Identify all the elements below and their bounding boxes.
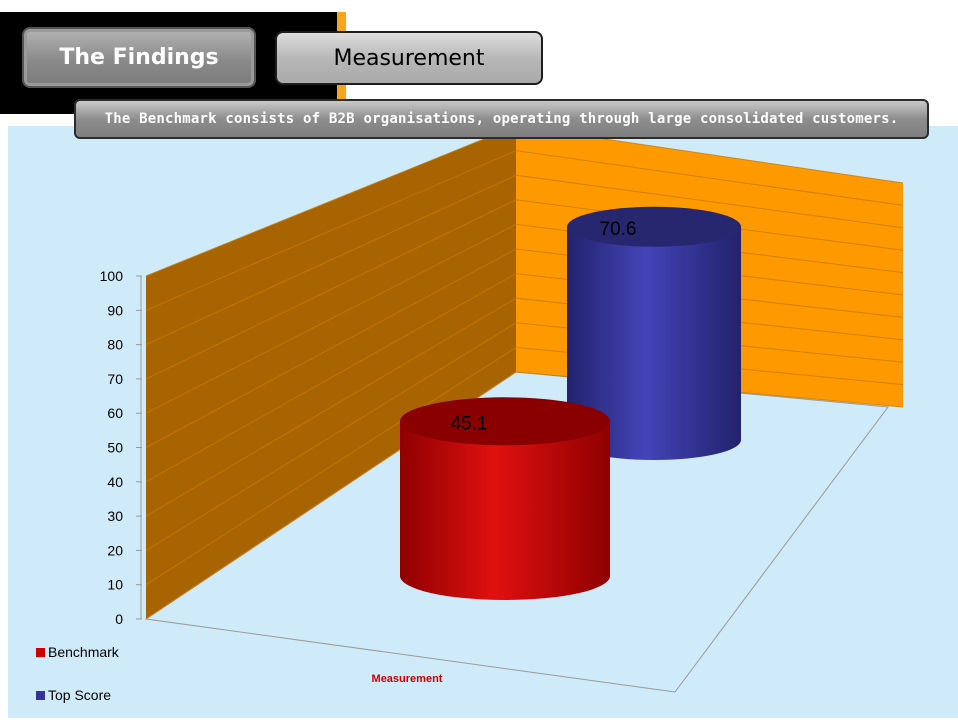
legend-swatch-top-score xyxy=(36,690,45,700)
gridline-20 xyxy=(145,322,904,551)
gridline-70 xyxy=(145,199,904,380)
gridline-0 xyxy=(145,371,904,620)
y-tick-label-10: 10 xyxy=(107,577,123,593)
y-tick-label-30: 30 xyxy=(107,508,123,524)
legend-item-benchmark: Benchmark xyxy=(36,644,119,660)
tab-the-findings[interactable]: The Findings xyxy=(22,27,256,88)
y-tick-label-20: 20 xyxy=(107,542,123,558)
gridline-60 xyxy=(145,223,904,414)
bar-top-score-top xyxy=(567,206,741,247)
y-tick-label-60: 60 xyxy=(107,405,123,421)
bar-top-score: 70.6 xyxy=(567,206,741,460)
tab-the-findings-label: The Findings xyxy=(59,45,219,70)
y-tick-label-80: 80 xyxy=(107,337,123,353)
y-tick-label-0: 0 xyxy=(115,611,123,627)
bar-benchmark-body xyxy=(400,421,610,600)
gridline-100 xyxy=(145,126,904,277)
x-category-label: Measurement xyxy=(372,673,443,685)
data-label-top-score: 70.6 xyxy=(600,219,637,240)
tab-measurement[interactable]: Measurement xyxy=(275,31,543,85)
bar-benchmark-top xyxy=(400,397,610,446)
gridline-30 xyxy=(145,297,904,517)
gridline-50 xyxy=(145,248,904,448)
bar-top-score-body xyxy=(567,226,741,460)
gridline-80 xyxy=(145,174,904,346)
banner-subtitle: The Benchmark consists of B2B organisati… xyxy=(74,99,929,139)
y-tick-label-40: 40 xyxy=(107,474,123,490)
y-tick-label-100: 100 xyxy=(100,268,124,284)
y-tick-label-70: 70 xyxy=(107,371,123,387)
legend-swatch-benchmark xyxy=(36,647,45,657)
chart-area: 0 10 20 30 40 50 60 70 80 90 100 70.6 45.1 Measuremen… xyxy=(8,126,958,718)
legend-label-top-score: Top Score xyxy=(48,687,112,703)
gridline-40 xyxy=(145,273,904,483)
bar-benchmark: 45.1 xyxy=(400,397,610,600)
gridline-10 xyxy=(145,346,904,586)
chart-svg: 0 10 20 30 40 50 60 70 80 90 100 70.6 45.1 Measuremen… xyxy=(100,126,904,693)
banner-text: The Benchmark consists of B2B organisati… xyxy=(104,111,899,127)
gridline-90 xyxy=(145,150,904,311)
tab-measurement-label: Measurement xyxy=(333,45,485,71)
side-wall xyxy=(146,126,516,619)
legend-label-benchmark: Benchmark xyxy=(48,644,119,660)
y-tick-label-90: 90 xyxy=(107,302,123,318)
data-label-benchmark: 45.1 xyxy=(451,413,488,434)
legend-item-top-score: Top Score xyxy=(36,687,111,703)
y-tick-label-50: 50 xyxy=(107,440,123,456)
